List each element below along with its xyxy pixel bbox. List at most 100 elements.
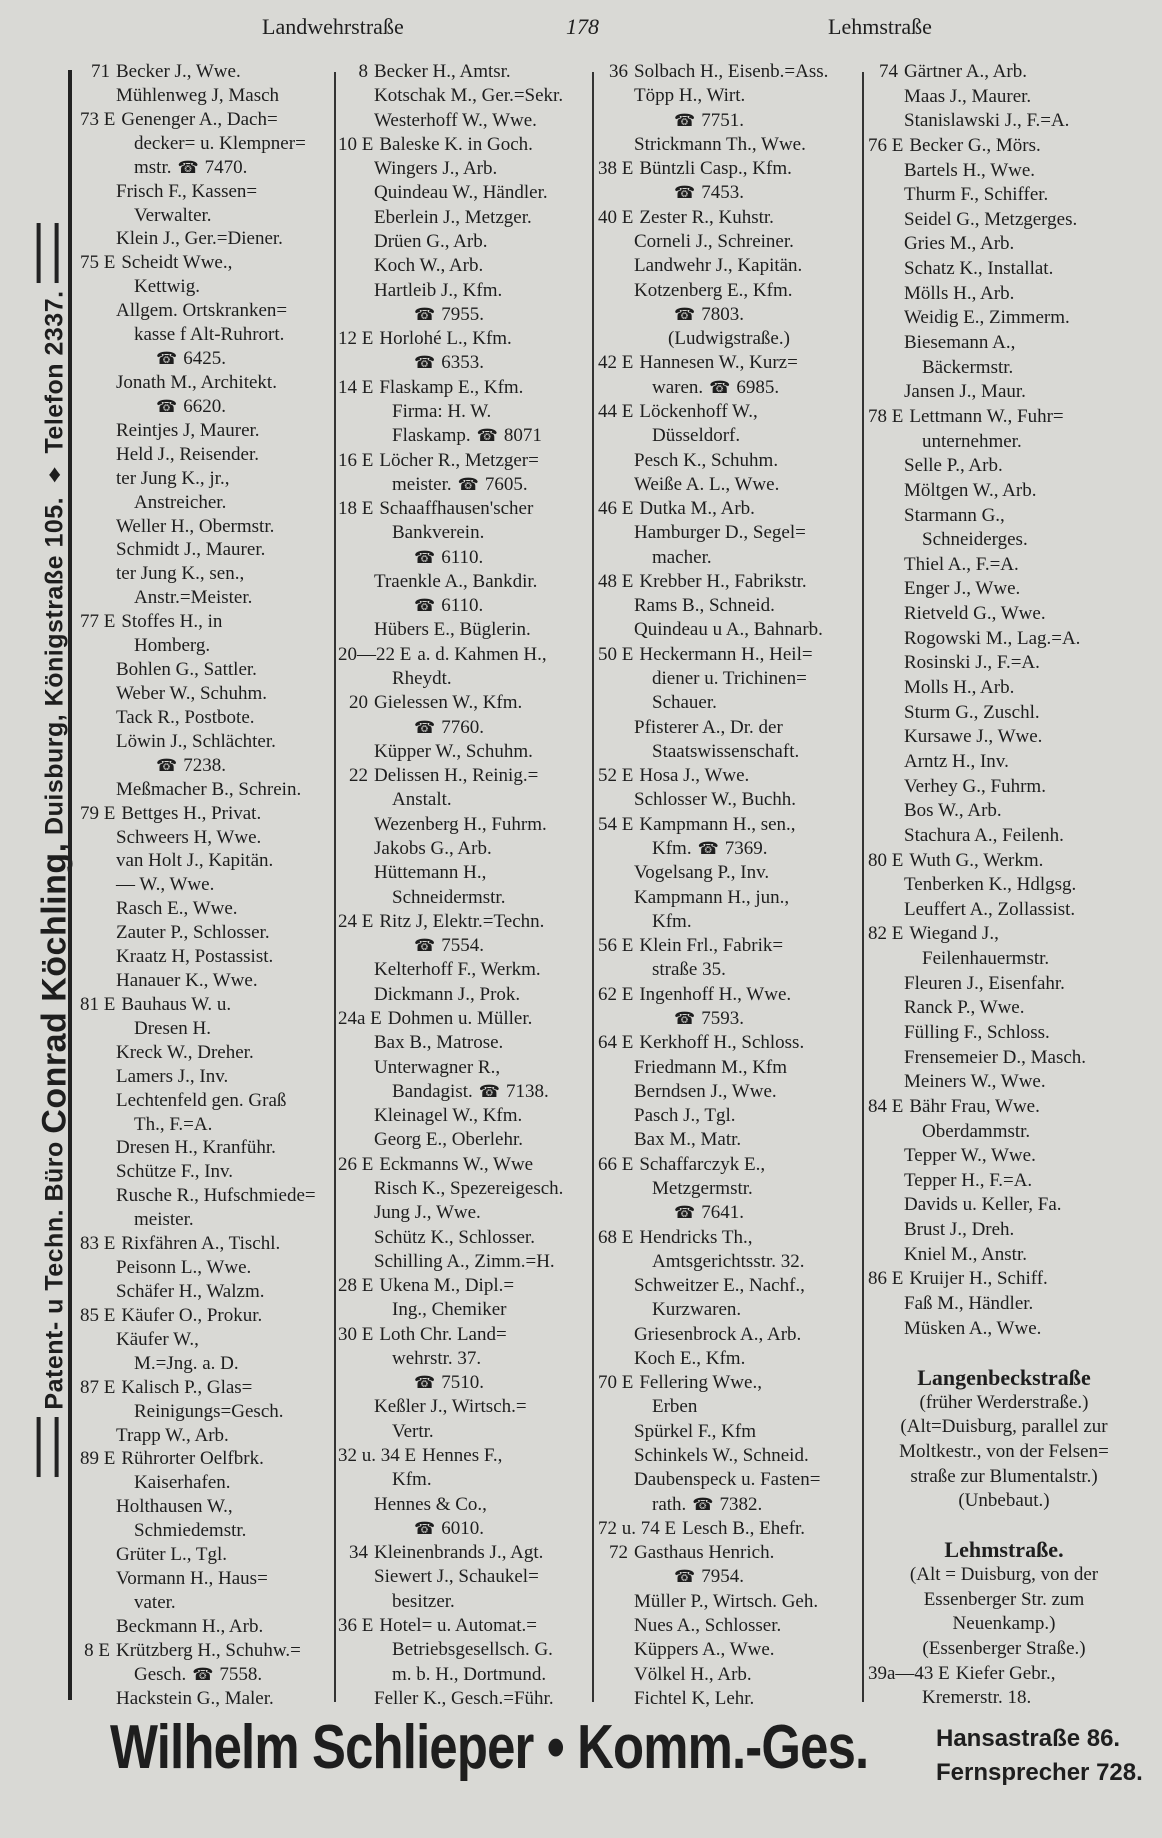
directory-line: Selle P., Arb. [868,454,1140,477]
resident-text: Kiefer Gebr., [955,1662,1056,1684]
directory-line: Strickmann Th., Wwe. [598,133,860,156]
resident-text: Dresen H. [134,1017,212,1039]
resident-text: Gasthaus Henrich. [634,1542,775,1564]
resident-text: Dresen H., Kranführ. [116,1137,276,1159]
directory-line: Risch K., Spezereigesch. [338,1177,590,1200]
house-number: 38 E [598,158,634,180]
directory-line: Schäfer H., Walzm. [80,1280,332,1303]
directory-line: Oberdammstr. [868,1120,1140,1143]
side-ad-address: Duisburg, Königstraße 105. ♦ Telefon 233… [40,290,69,835]
directory-line: Hackstein G., Maler. [80,1687,332,1710]
resident-text: Scheidt Wwe., [121,252,233,274]
resident-text: Flaskamp E., Kfm. [379,376,524,398]
house-number: 28 E [338,1275,374,1297]
phone-number: 7138. [505,1080,549,1102]
resident-text: Kfm. [652,910,692,932]
resident-text: Stanislawski J., F.=A. [904,110,1070,132]
resident-text: Schmidt J., Maurer. [116,539,266,561]
directory-line: vater. [80,1591,332,1614]
phone-number: 7955. [441,303,484,325]
directory-line: Kettwig. [80,275,332,298]
house-number: 78 E [868,405,904,427]
resident-text: Metzgermstr. [652,1177,753,1199]
resident-text: Müller P., Wirtsch. Geh. [634,1590,819,1612]
directory-line: Molls H., Arb. [868,676,1140,699]
resident-text: Anstr.=Meister. [134,587,253,609]
column-divider [862,72,864,1702]
directory-line: Schmiedemstr. [80,1519,332,1542]
directory-line: 48 E Krebber H., Fabrikstr. [598,570,860,593]
directory-line: Nues A., Schlosser. [598,1614,860,1637]
directory-line: Fichtel K, Lehr. [598,1687,860,1710]
resident-text: Müsken A., Wwe. [904,1317,1042,1339]
street-note: Essenberger Str. zum [923,1588,1085,1610]
resident-text: Meßmacher B., Schrein. [116,778,302,800]
directory-line: Enger J., Wwe. [868,577,1140,600]
resident-text: Hübers E., Büglerin. [374,619,531,641]
resident-text: Kremerstr. 18. [922,1687,1032,1709]
directory-column: 8 Becker H., Amtsr. Kotschak M., Ger.=Sekr… [338,60,590,1710]
house-number: 77 E [80,611,116,633]
resident-text: Wiegand J., [909,923,999,945]
telephone-icon: ☎ [156,349,178,369]
directory-line: Erben [598,1395,860,1418]
house-number: 22 [349,765,368,787]
directory-line: ter Jung K., sen., [80,562,332,585]
house-number: 18 E [338,498,374,520]
resident-text: Löckenhoff W., [639,400,758,422]
directory-line: kasse f Alt-Ruhrort. [80,323,332,346]
directory-line: Jonath M., Architekt. [80,371,332,394]
resident-text: Kerkhoff H., Schloss. [639,1032,805,1054]
directory-line: ☎ 7453. [598,181,860,204]
resident-text: Möltgen W., Arb. [904,479,1037,501]
street-note: (Ludwigstraße.) [668,328,790,350]
resident-text: Rams B., Schneid. [634,595,775,617]
directory-line: Bax B., Matrose. [338,1031,590,1054]
resident-text: Strickmann Th., Wwe. [634,133,806,155]
directory-line: Daubenspeck u. Fasten= [598,1468,860,1491]
resident-text: Anstreicher. [134,491,227,513]
resident-text: Thiel A., F.=A. [904,553,1019,575]
resident-text: Heckermann H., Heil= [639,643,813,665]
directory-line: Kniel M., Anstr. [868,1243,1140,1266]
resident-text: kasse f Alt-Ruhrort. [134,324,285,346]
resident-text: Maas J., Maurer. [904,85,1032,107]
directory-line: Möltgen W., Arb. [868,479,1140,502]
resident-text: Gielessen W., Kfm. [374,692,523,714]
resident-text: Kettwig. [134,276,200,298]
directory-line: Hennes & Co., [338,1493,590,1516]
directory-line: m. b. H., Dortmund. [338,1663,590,1686]
resident-text: mstr. [134,156,172,178]
phone-number: 7510. [441,1372,484,1394]
directory-line: Dresen H. [80,1017,332,1040]
directory-line: Friedmann M., Kfm [598,1056,860,1079]
resident-text: vater. [134,1592,176,1613]
resident-text: Düsseldorf. [652,425,741,447]
resident-text: Bartels H., Wwe. [904,159,1036,181]
directory-line: 85 E Käufer O., Prokur. [80,1304,332,1327]
resident-text: Peisonn L., Wwe. [116,1257,252,1279]
resident-text: Weiße A. L., Wwe. [634,473,780,495]
resident-text: Bankverein. [392,522,485,544]
resident-text: besitzer. [392,1590,455,1612]
resident-text: Bandagist. [392,1080,473,1102]
directory-line: decker= u. Klempner= [80,132,332,155]
house-number: 14 E [338,376,374,398]
phone-number: 7954. [701,1566,744,1588]
directory-line: ☎ 6110. [338,546,590,569]
resident-text: Krützberg H., Schuhw.= [116,1639,301,1661]
directory-line: ☎ 6425. [80,347,332,370]
resident-text: Siewert J., Schaukel= [374,1566,539,1588]
directory-line: Held J., Reisender. [80,443,332,466]
house-number: 50 E [598,643,634,665]
directory-line: Anstalt. [338,788,590,811]
telephone-icon: ☎ [478,1081,500,1101]
directory-line: 71 Becker J., Wwe. [80,60,332,83]
resident-text: Schneiderges. [922,529,1028,551]
directory-line: ☎ 6110. [338,594,590,617]
resident-text: Drüen G., Arb. [374,230,488,252]
resident-text: Schneidermstr. [392,886,506,908]
directory-line: Thurm F., Schiffer. [868,183,1140,206]
directory-line: Quindeau W., Händler. [338,181,590,204]
directory-line: Stanislawski J., F.=A. [868,109,1140,132]
